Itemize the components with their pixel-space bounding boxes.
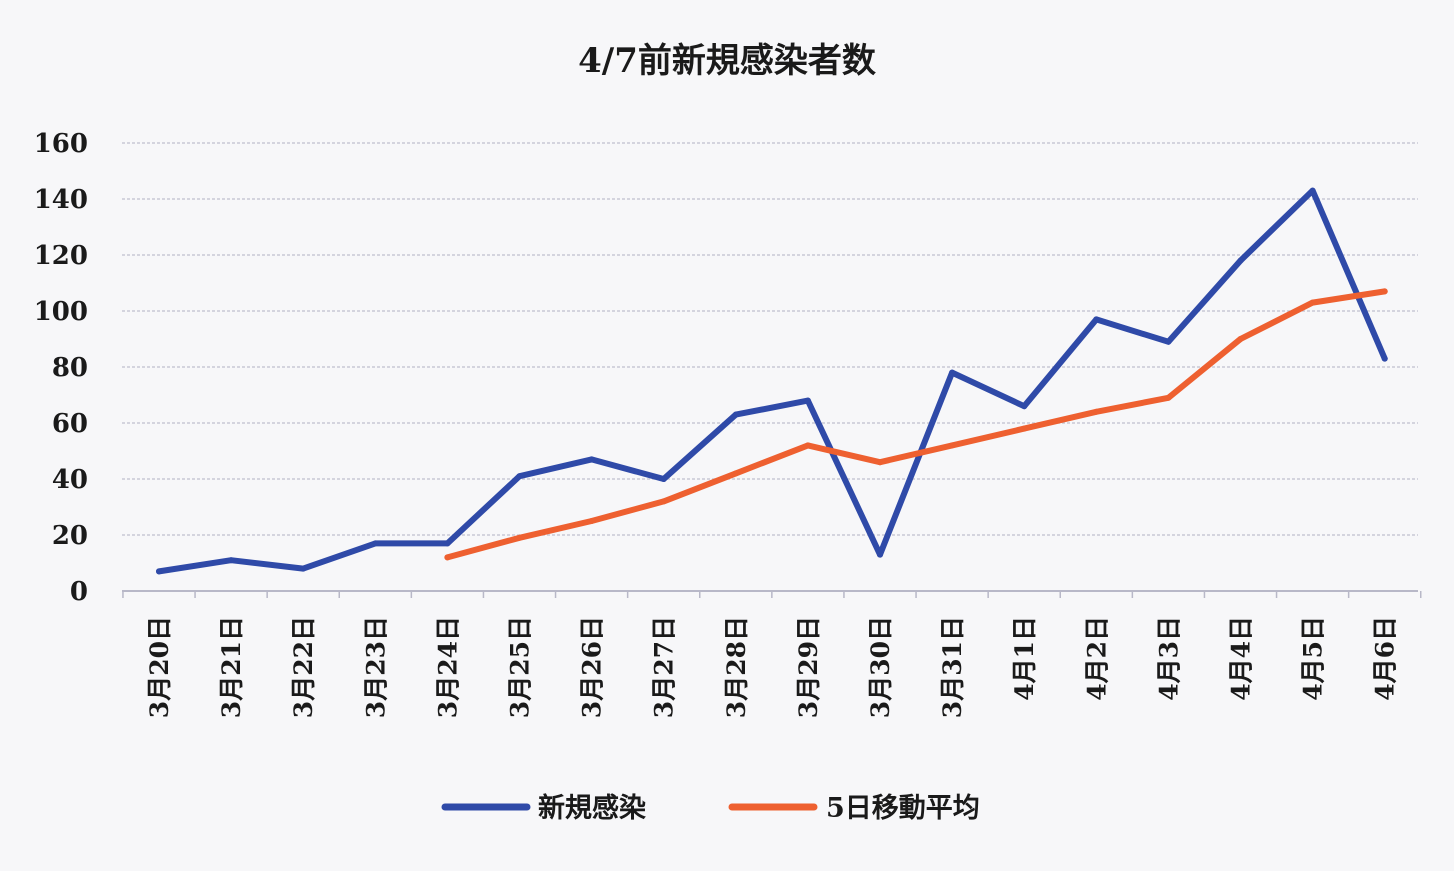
y-tick-label: 20 [52,521,88,551]
data-point [156,568,162,575]
x-tick-label: 3月31日 [938,616,967,718]
x-tick-label: 3月28日 [722,616,751,718]
data-point [1237,336,1244,342]
chart-title: 4/7前新規感染者数 [578,41,876,81]
x-tick-label: 4月6日 [1371,616,1400,701]
x-tick-label: 4月3日 [1154,616,1183,701]
x-tick-label: 4月1日 [1010,616,1039,701]
data-point [949,369,956,376]
data-point [228,557,235,564]
x-tick-label: 3月27日 [650,616,679,718]
y-tick-label: 100 [34,297,88,327]
data-point [1021,425,1028,432]
data-point [300,565,307,572]
data-point [949,442,956,449]
y-tick-label: 160 [34,129,88,159]
data-point [1381,288,1388,295]
x-tick-label: 3月21日 [217,616,246,718]
x-tick-label: 3月23日 [361,616,390,718]
y-tick-label: 60 [52,409,88,439]
y-tick-label: 120 [34,241,88,271]
data-point [1021,403,1028,410]
x-tick-label: 4月4日 [1227,616,1256,701]
x-tick-label: 4月2日 [1082,616,1111,701]
data-point [660,498,667,505]
x-tick-label: 3月25日 [506,616,535,718]
y-tick-label: 40 [52,465,88,495]
x-tick-label: 3月26日 [578,616,607,718]
data-point [372,540,379,547]
data-point [1093,408,1100,415]
x-tick-label: 4月5日 [1299,616,1328,701]
data-point [444,554,451,561]
data-point [1165,394,1172,401]
data-point [1237,257,1244,264]
data-point [732,411,739,418]
x-tick-label: 3月22日 [289,616,318,718]
legend-label: 新規感染 [538,792,646,824]
data-point [1309,299,1316,306]
data-point [732,470,739,477]
data-point [804,442,811,449]
x-tick-label: 3月30日 [866,616,895,718]
series-lines [156,187,1388,575]
data-point [877,459,883,466]
data-point [516,473,523,480]
data-point [588,518,595,524]
data-point [444,540,451,547]
gridlines [122,142,1418,536]
data-point [877,551,883,558]
data-point [1309,187,1316,194]
data-point [1165,338,1172,345]
data-point [516,534,523,541]
x-tick-label: 3月24日 [433,616,462,718]
y-tick-label: 0 [70,577,88,607]
y-tick-label: 140 [34,185,88,215]
x-tick-label: 3月20日 [145,616,174,718]
series-line-1 [156,187,1388,575]
y-tick-label: 80 [52,353,88,383]
legend: 新規感染 5日移動平均 [441,792,980,824]
data-point [804,397,811,404]
legend-label: 5日移動平均 [826,793,980,824]
data-point [1093,316,1100,323]
series-line-2 [444,288,1388,561]
y-axis: 0 20 40 60 80 100 120 140 160 [34,129,88,607]
x-axis: 3月20日 3月21日 3月22日 3月23日 3月24日 3月25日 3月26日 3月27日… [122,590,1422,718]
data-point [660,476,667,482]
data-point [588,456,595,463]
data-point [1381,355,1388,362]
x-tick-label: 3月29日 [794,616,823,718]
